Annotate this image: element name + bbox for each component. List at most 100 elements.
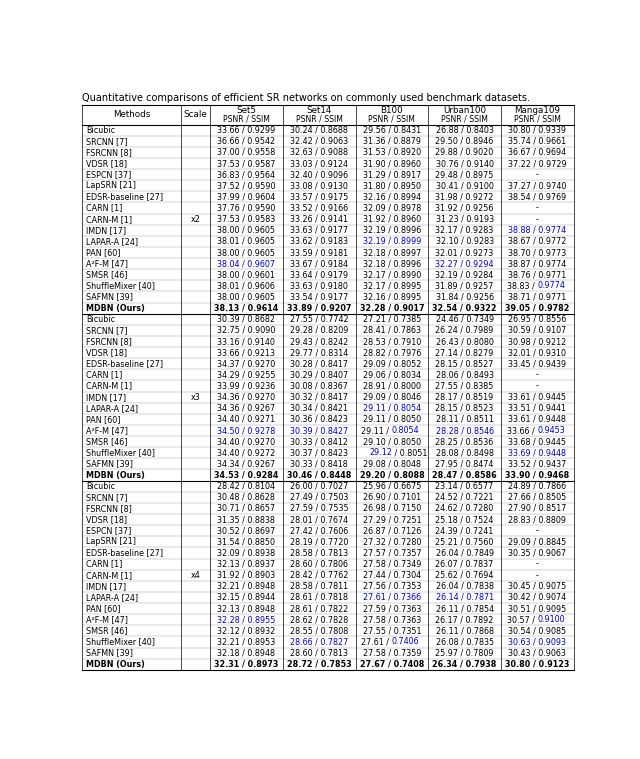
Text: 29.10 / 0.8050: 29.10 / 0.8050 — [363, 437, 421, 446]
Text: FSRCNN [8]: FSRCNN [8] — [86, 337, 132, 346]
Text: 0.7406: 0.7406 — [392, 638, 419, 647]
Text: 28.61 / 0.7822: 28.61 / 0.7822 — [290, 604, 348, 613]
Text: 27.55 / 0.7742: 27.55 / 0.7742 — [290, 315, 348, 324]
Text: 32.15 / 0.8944: 32.15 / 0.8944 — [218, 593, 275, 602]
Text: 39.05 / 0.9782: 39.05 / 0.9782 — [505, 304, 570, 313]
Text: 30.41 / 0.9100: 30.41 / 0.9100 — [436, 181, 493, 191]
Text: LAPAR-A [24]: LAPAR-A [24] — [86, 237, 138, 246]
Text: 26.11 / 0.7868: 26.11 / 0.7868 — [436, 626, 493, 635]
Text: 26.90 / 0.7101: 26.90 / 0.7101 — [363, 493, 421, 502]
Text: 33.52 / 0.9437: 33.52 / 0.9437 — [508, 459, 566, 468]
Text: 31.92 / 0.9256: 31.92 / 0.9256 — [435, 203, 494, 213]
Text: CARN-M [1]: CARN-M [1] — [86, 215, 132, 224]
Text: 26.43 / 0.8080: 26.43 / 0.8080 — [436, 337, 493, 346]
Text: 38.04 / 0.9607: 38.04 / 0.9607 — [218, 259, 275, 268]
Text: 28.08 / 0.8498: 28.08 / 0.8498 — [436, 449, 493, 458]
Text: 26.07 / 0.7837: 26.07 / 0.7837 — [435, 559, 493, 568]
Text: 32.19 / 0.9284: 32.19 / 0.9284 — [435, 270, 493, 279]
Text: Set5: Set5 — [236, 106, 257, 115]
Text: SRCNN [7]: SRCNN [7] — [86, 137, 128, 146]
Text: 32.18 / 0.8948: 32.18 / 0.8948 — [218, 649, 275, 657]
Text: SMSR [46]: SMSR [46] — [86, 626, 128, 635]
Text: 27.49 / 0.7503: 27.49 / 0.7503 — [290, 493, 348, 502]
Text: 34.40 / 0.9272: 34.40 / 0.9272 — [218, 449, 276, 458]
Text: 30.80 / 0.9339: 30.80 / 0.9339 — [508, 126, 566, 134]
Text: 28.83 / 0.8809: 28.83 / 0.8809 — [508, 515, 566, 524]
Text: -: - — [536, 382, 539, 391]
Text: PSNR / SSIM: PSNR / SSIM — [369, 115, 415, 124]
Text: 30.76 / 0.9140: 30.76 / 0.9140 — [436, 159, 493, 168]
Text: A²F-M [47]: A²F-M [47] — [86, 616, 128, 624]
Text: 28.53 / 0.7910: 28.53 / 0.7910 — [363, 337, 421, 346]
Text: 27.56 / 0.7353: 27.56 / 0.7353 — [363, 582, 421, 591]
Text: VDSR [18]: VDSR [18] — [86, 159, 127, 168]
Text: 34.37 / 0.9270: 34.37 / 0.9270 — [218, 359, 276, 368]
Text: FSRCNN [8]: FSRCNN [8] — [86, 148, 132, 157]
Text: 28.66 / 0.7827: 28.66 / 0.7827 — [290, 638, 348, 647]
Text: 31.92 / 0.8960: 31.92 / 0.8960 — [363, 215, 421, 224]
Text: A²F-M [47]: A²F-M [47] — [86, 426, 128, 435]
Text: 24.52 / 0.7221: 24.52 / 0.7221 — [435, 493, 494, 502]
Text: 32.17 / 0.9283: 32.17 / 0.9283 — [435, 225, 493, 235]
Text: 34.40 / 0.9270: 34.40 / 0.9270 — [218, 437, 275, 446]
Text: 32.21 / 0.8948: 32.21 / 0.8948 — [218, 582, 275, 591]
Text: 28.01 / 0.7674: 28.01 / 0.7674 — [290, 515, 348, 524]
Text: CARN [1]: CARN [1] — [86, 370, 123, 380]
Text: 32.13 / 0.8937: 32.13 / 0.8937 — [218, 559, 275, 568]
Text: 32.21 / 0.8953: 32.21 / 0.8953 — [218, 638, 276, 647]
Text: 31.36 / 0.8879: 31.36 / 0.8879 — [363, 137, 421, 146]
Text: 32.16 / 0.8994: 32.16 / 0.8994 — [363, 192, 421, 201]
Text: 27.32 / 0.7280: 27.32 / 0.7280 — [363, 537, 421, 546]
Text: SRCNN [7]: SRCNN [7] — [86, 326, 128, 335]
Text: PSNR / SSIM: PSNR / SSIM — [514, 115, 561, 124]
Text: 27.58 / 0.7363: 27.58 / 0.7363 — [363, 616, 421, 624]
Text: 30.28 / 0.8417: 30.28 / 0.8417 — [290, 359, 348, 368]
Text: 32.28 / 0.8955: 32.28 / 0.8955 — [217, 616, 276, 624]
Text: CARN [1]: CARN [1] — [86, 559, 123, 568]
Text: 34.53 / 0.9284: 34.53 / 0.9284 — [214, 471, 278, 480]
Text: PAN [60]: PAN [60] — [86, 248, 121, 257]
Text: 25.62 / 0.7694: 25.62 / 0.7694 — [435, 571, 494, 580]
Text: 38.67 / 0.9772: 38.67 / 0.9772 — [508, 237, 566, 246]
Text: 29.56 / 0.8431: 29.56 / 0.8431 — [363, 126, 421, 134]
Text: 29.09 / 0.8052: 29.09 / 0.8052 — [363, 359, 421, 368]
Text: 26.04 / 0.7849: 26.04 / 0.7849 — [436, 549, 493, 557]
Text: 32.01 / 0.9273: 32.01 / 0.9273 — [435, 248, 493, 257]
Text: 37.27 / 0.9740: 37.27 / 0.9740 — [508, 181, 566, 191]
Text: x4: x4 — [191, 571, 200, 580]
Text: 26.24 / 0.7989: 26.24 / 0.7989 — [435, 326, 494, 335]
Text: SRCNN [7]: SRCNN [7] — [86, 493, 128, 502]
Text: x2: x2 — [190, 215, 200, 224]
Text: 33.61 / 0.9445: 33.61 / 0.9445 — [508, 392, 566, 402]
Text: 33.16 / 0.9140: 33.16 / 0.9140 — [218, 337, 275, 346]
Text: 28.42 / 0.7762: 28.42 / 0.7762 — [290, 571, 348, 580]
Text: 27.58 / 0.7359: 27.58 / 0.7359 — [363, 649, 421, 657]
Text: 0.8054: 0.8054 — [392, 426, 419, 435]
Text: 36.67 / 0.9694: 36.67 / 0.9694 — [508, 148, 566, 157]
Text: 25.97 / 0.7809: 25.97 / 0.7809 — [435, 649, 494, 657]
Text: 38.71 / 0.9771: 38.71 / 0.9771 — [508, 292, 566, 301]
Text: 26.11 / 0.7854: 26.11 / 0.7854 — [436, 604, 493, 613]
Text: Methods: Methods — [113, 110, 150, 119]
Text: 27.61 / 0.7366: 27.61 / 0.7366 — [363, 593, 421, 602]
Text: 35.74 / 0.9661: 35.74 / 0.9661 — [508, 137, 566, 146]
Text: EDSR-baseline [27]: EDSR-baseline [27] — [86, 359, 163, 368]
Text: / 0.8051: / 0.8051 — [392, 449, 428, 458]
Text: 29.20 / 0.8088: 29.20 / 0.8088 — [360, 471, 424, 480]
Text: 32.42 / 0.9063: 32.42 / 0.9063 — [290, 137, 348, 146]
Text: 25.96 / 0.6675: 25.96 / 0.6675 — [363, 482, 421, 490]
Text: 37.76 / 0.9590: 37.76 / 0.9590 — [217, 203, 276, 213]
Text: PAN [60]: PAN [60] — [86, 604, 121, 613]
Text: 33.99 / 0.9236: 33.99 / 0.9236 — [218, 382, 276, 391]
Text: 34.29 / 0.9255: 34.29 / 0.9255 — [217, 370, 276, 380]
Text: 30.98 / 0.9212: 30.98 / 0.9212 — [508, 337, 566, 346]
Text: 33.62 / 0.9183: 33.62 / 0.9183 — [290, 237, 348, 246]
Text: 28.91 / 0.8000: 28.91 / 0.8000 — [363, 382, 421, 391]
Text: 28.61 / 0.7818: 28.61 / 0.7818 — [290, 593, 348, 602]
Text: 28.25 / 0.8536: 28.25 / 0.8536 — [435, 437, 493, 446]
Text: 29.12: 29.12 — [369, 449, 392, 458]
Text: 32.63 / 0.9088: 32.63 / 0.9088 — [290, 148, 348, 157]
Text: -: - — [536, 215, 539, 224]
Text: 29.50 / 0.8946: 29.50 / 0.8946 — [435, 137, 493, 146]
Text: 38.00 / 0.9605: 38.00 / 0.9605 — [218, 225, 275, 235]
